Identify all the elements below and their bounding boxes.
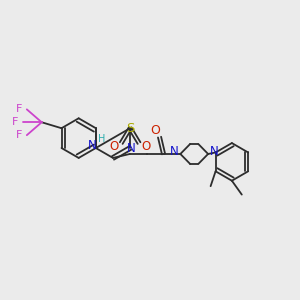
Text: H: H xyxy=(98,134,106,144)
Text: F: F xyxy=(16,130,22,140)
Text: N: N xyxy=(127,142,136,154)
Text: F: F xyxy=(16,104,22,114)
Text: N: N xyxy=(210,146,218,158)
Text: S: S xyxy=(126,122,134,135)
Text: O: O xyxy=(110,140,119,152)
Text: N: N xyxy=(88,139,96,152)
Text: O: O xyxy=(141,140,151,152)
Text: N: N xyxy=(170,146,179,158)
Text: F: F xyxy=(12,117,18,127)
Text: O: O xyxy=(151,124,160,137)
